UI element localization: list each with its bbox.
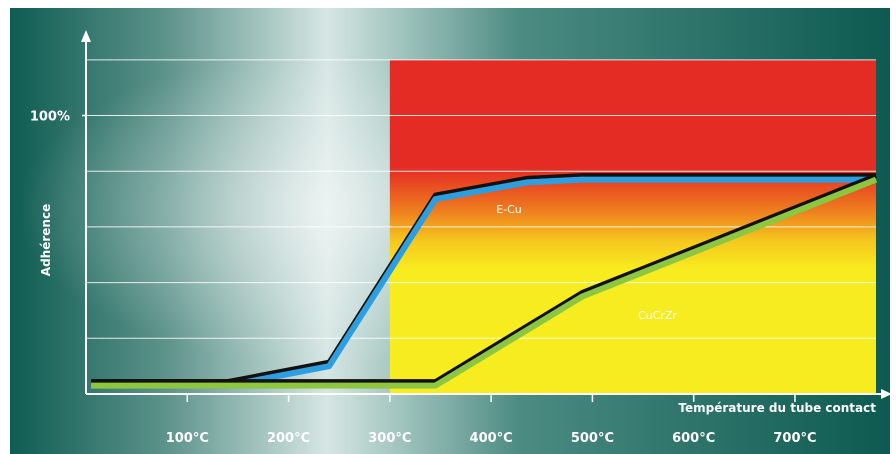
- series-label-1: CuCrZr: [638, 309, 677, 322]
- x-axis-arrow: [881, 389, 892, 399]
- x-tick-label-3: 400°C: [470, 431, 513, 446]
- x-tick-label-5: 600°C: [672, 431, 715, 446]
- series-outline-1: [91, 173, 877, 385]
- x-tick-label-0: 100°C: [166, 431, 209, 446]
- x-axis-label: Température du tube contact: [678, 401, 876, 415]
- series-label-0: E-Cu: [496, 203, 522, 216]
- x-tick-label-4: 500°C: [571, 431, 614, 446]
- x-tick-label-2: 300°C: [368, 431, 411, 446]
- zone-red: [389, 59, 876, 169]
- x-tick-label-1: 200°C: [267, 431, 310, 446]
- series-line-1: [91, 176, 878, 389]
- x-tick-label-6: 700°C: [773, 431, 816, 446]
- y-tick-label-0: 100%: [30, 110, 70, 125]
- y-axis-arrow: [81, 30, 91, 42]
- y-axis-label: Adhérence: [39, 204, 53, 276]
